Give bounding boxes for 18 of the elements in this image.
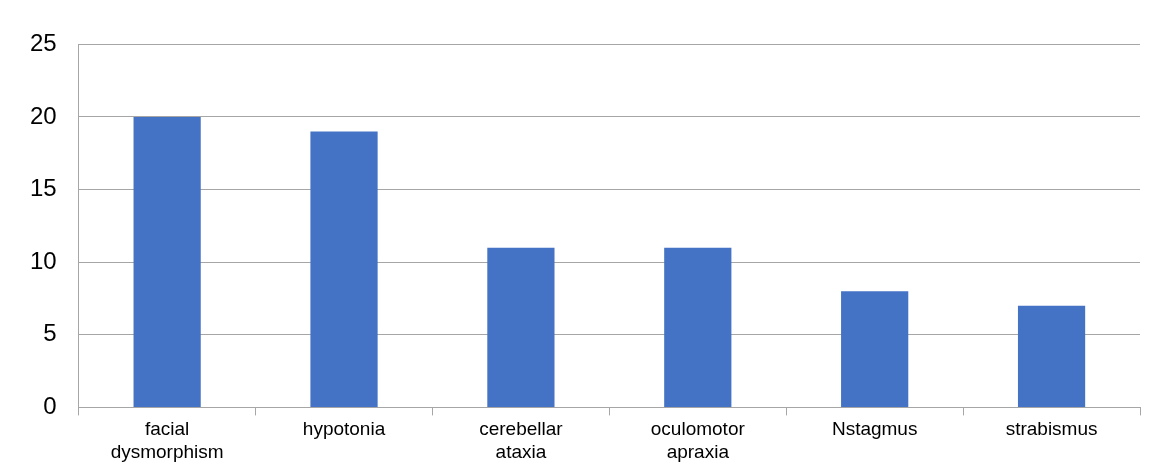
bar <box>487 247 555 407</box>
x-tick-label: cerebellar ataxia <box>479 418 564 462</box>
y-tick-label: 0 <box>43 392 57 420</box>
y-tick-label: 5 <box>43 319 57 347</box>
bar <box>664 247 732 407</box>
y-tick-label: 20 <box>29 101 57 129</box>
x-tick-label: strabismus <box>1005 418 1098 440</box>
y-tick-label: 10 <box>29 246 57 274</box>
x-tick-label: facial dysmorphism <box>110 418 224 462</box>
x-tick-label: Nstagmus <box>831 418 918 440</box>
bar <box>133 117 201 407</box>
y-tick-label: 15 <box>29 174 57 202</box>
bar <box>1017 305 1086 407</box>
bar <box>310 131 378 407</box>
x-tick-label: hypotonia <box>302 418 386 440</box>
bar <box>841 291 909 407</box>
x-tick-label: oculomotor apraxia <box>650 418 746 462</box>
y-tick-label: 25 <box>29 29 57 57</box>
